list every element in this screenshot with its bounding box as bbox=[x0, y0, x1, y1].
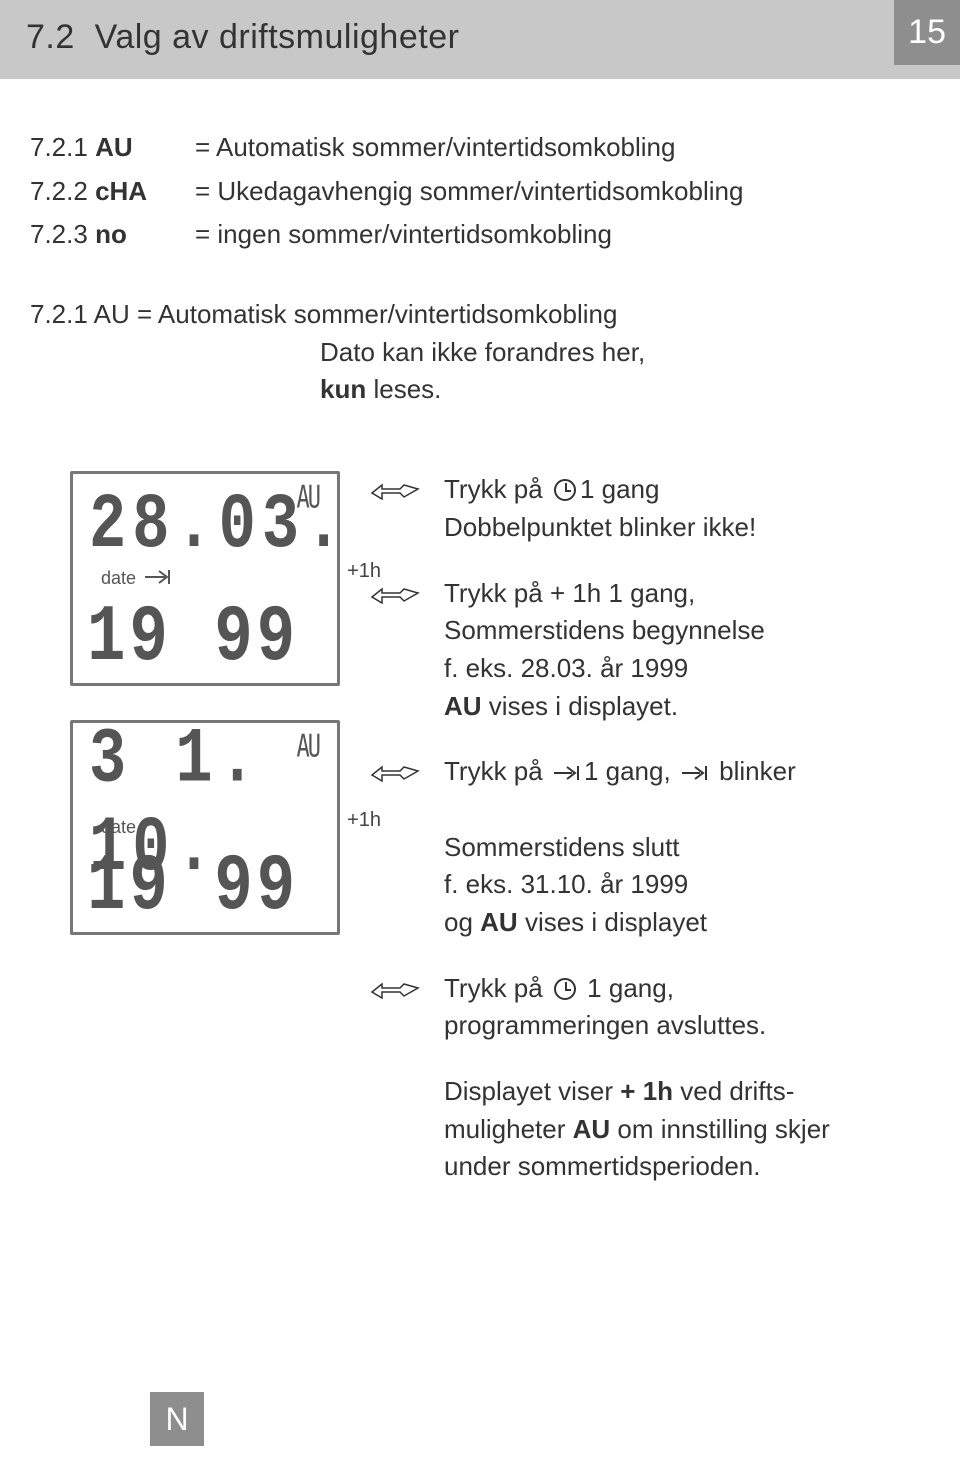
instruction-step: Trykk på 1 gang, blinker Sommerstidens s… bbox=[370, 753, 920, 941]
section-header: 7.2 Valg av driftsmuligheter 15 bbox=[0, 0, 960, 79]
hand-pointer-icon bbox=[370, 753, 426, 941]
plus-1h-label: +1h bbox=[347, 809, 381, 832]
goto-icon bbox=[552, 764, 582, 782]
hand-pointer-icon bbox=[370, 970, 426, 1045]
instruction-step: Trykk på 1 gang, programmeringen avslutt… bbox=[370, 970, 920, 1045]
clock-icon bbox=[554, 479, 576, 501]
clock-icon bbox=[554, 978, 576, 1000]
lcd-year: 19 99 bbox=[87, 597, 299, 675]
goto-icon bbox=[680, 764, 710, 782]
lcd-column: 28.03. AU date +1h 19 99 3 1. 10. AU dat… bbox=[30, 471, 340, 1214]
hand-pointer-icon bbox=[370, 471, 426, 546]
instruction-step: Trykk på + 1h 1 gang, Sommerstidens begy… bbox=[370, 575, 920, 726]
page-number-badge: 15 bbox=[894, 0, 960, 65]
instruction-steps: Trykk på 1 gang Dobbelpunktet blinker ik… bbox=[370, 471, 920, 1214]
lcd-au-label: AU bbox=[297, 481, 320, 516]
lcd-year: 19 99 bbox=[87, 846, 299, 924]
section-title: 7.2 Valg av driftsmuligheter bbox=[26, 18, 459, 57]
definition-row: 7.2.1 AU = Automatisk sommer/vintertidso… bbox=[30, 129, 920, 167]
instruction-tail: Displayet viser + 1h ved drifts- mulighe… bbox=[370, 1073, 920, 1186]
lcd-au-label: AU bbox=[297, 730, 320, 765]
plus-1h-label: +1h bbox=[347, 560, 381, 583]
lcd-date-label: date bbox=[101, 817, 136, 838]
definition-row: 7.2.2 cHA = Ukedagavhengig sommer/vinter… bbox=[30, 173, 920, 211]
lcd-date-label: date bbox=[101, 568, 175, 589]
lcd-display: 28.03. AU date +1h 19 99 bbox=[70, 471, 340, 686]
lcd-display: 3 1. 10. AU date +1h 19 99 bbox=[70, 720, 340, 935]
definition-row: 7.2.3 no = ingen sommer/vintertidsomkobl… bbox=[30, 216, 920, 254]
subsection-heading: 7.2.1 AU = Automatisk sommer/vintertidso… bbox=[30, 296, 920, 409]
instruction-step: Trykk på 1 gang Dobbelpunktet blinker ik… bbox=[370, 471, 920, 546]
hand-pointer-icon bbox=[370, 575, 426, 726]
goto-icon bbox=[143, 568, 173, 586]
language-badge: N bbox=[150, 1392, 204, 1446]
